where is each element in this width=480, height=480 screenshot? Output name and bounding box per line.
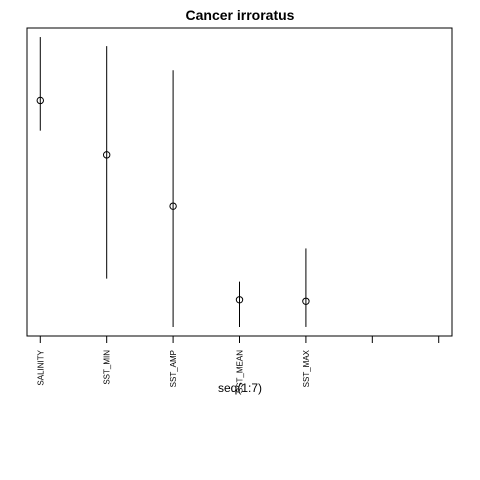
data-marks <box>36 37 310 327</box>
x-axis: SALINITY SST_MIN SST_AMP SST_MEAN SST_MAX <box>36 336 440 393</box>
x-tick-label: SST_MIN <box>103 350 112 385</box>
x-tick-label: SST_MAX <box>302 349 311 387</box>
x-axis-title: seq(1:7) <box>218 381 262 395</box>
data-point <box>302 297 310 305</box>
chart-title: Cancer irroratus <box>186 7 295 23</box>
data-point <box>36 96 44 105</box>
data-point <box>169 202 177 210</box>
x-tick-label: SALINITY <box>36 349 45 385</box>
x-tick-label: SST_AMP <box>169 350 178 387</box>
data-point <box>102 151 111 159</box>
x-tick-label: SST_MEAN <box>236 350 245 393</box>
data-point <box>235 296 244 304</box>
